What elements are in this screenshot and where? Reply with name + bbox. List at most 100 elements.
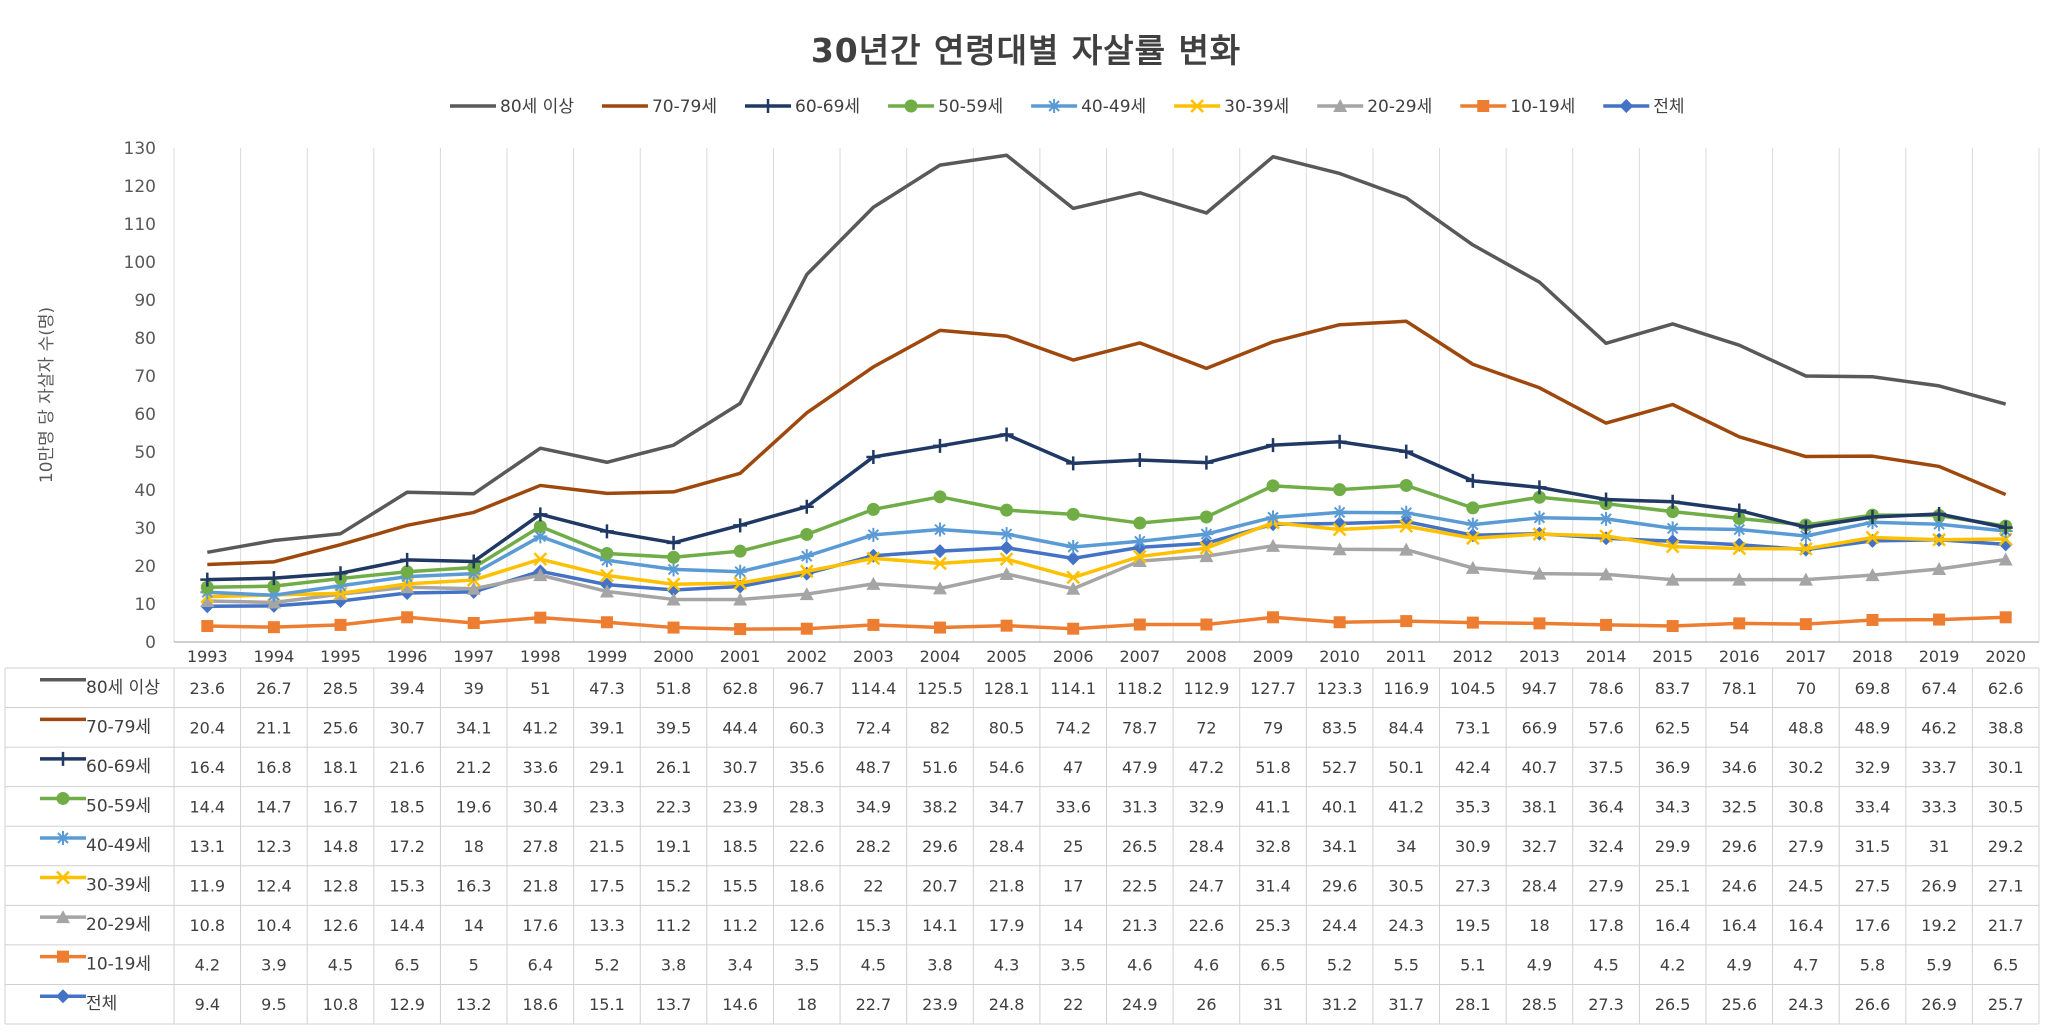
data-point <box>1200 618 1213 631</box>
table-cell: 13.1 <box>189 837 225 856</box>
table-cell: 14.7 <box>256 797 292 816</box>
data-point <box>401 611 414 624</box>
legend-label: 20-29세 <box>1367 97 1432 117</box>
data-point <box>599 584 614 598</box>
table-cell: 10.8 <box>323 995 359 1014</box>
data-point <box>1732 522 1747 537</box>
table-cell: 4.9 <box>1727 956 1752 975</box>
table-cell: 78.6 <box>1588 679 1624 698</box>
data-point <box>533 568 548 582</box>
table-cell: 25.6 <box>323 718 359 737</box>
table-cell: 54 <box>1729 718 1749 737</box>
table-cell: 36.9 <box>1655 758 1691 777</box>
data-point <box>1865 530 1880 545</box>
table-cell: 5.5 <box>1394 956 1419 975</box>
data-point <box>932 522 947 537</box>
x-tick-label: 2013 <box>1519 647 1560 666</box>
table-cell: 54.6 <box>989 758 1025 777</box>
table-cell: 39 <box>464 679 484 698</box>
table-cell: 29.6 <box>922 837 958 856</box>
data-point <box>200 580 214 594</box>
data-point <box>1465 560 1480 574</box>
table-cell: 30.5 <box>1388 877 1424 896</box>
table-cell: 17.6 <box>523 916 559 935</box>
table-cell: 24.4 <box>1322 916 1358 935</box>
table-cell: 12.9 <box>389 995 425 1014</box>
table-cell: 30.1 <box>1988 758 2024 777</box>
table-cell: 47.9 <box>1122 758 1158 777</box>
table-cell: 116.9 <box>1383 679 1429 698</box>
table-cell: 72 <box>1196 718 1216 737</box>
table-cell: 14.4 <box>189 797 225 816</box>
data-point <box>799 499 814 514</box>
table-row-key <box>40 791 86 805</box>
table-cell: 23.3 <box>589 797 625 816</box>
table-cell: 67.4 <box>1921 679 1957 698</box>
x-tick-label: 2007 <box>1119 647 1160 666</box>
data-point <box>800 527 814 541</box>
x-tick-label: 2001 <box>720 647 761 666</box>
table-cell: 29.6 <box>1322 877 1358 896</box>
table-cell: 114.4 <box>850 679 896 698</box>
table-cell: 31 <box>1929 837 1949 856</box>
data-point <box>667 621 680 634</box>
x-tick-label: 2004 <box>920 647 961 666</box>
y-tick-label: 10 <box>134 595 156 615</box>
key-marker <box>56 870 70 885</box>
x-tick-label: 2014 <box>1586 647 1627 666</box>
legend-label: 40-49세 <box>1081 97 1146 117</box>
table-cell: 112.9 <box>1184 679 1230 698</box>
table-cell: 29.6 <box>1721 837 1757 856</box>
data-point <box>1266 438 1281 453</box>
data-point <box>1665 572 1680 586</box>
x-tick-label: 1997 <box>453 647 494 666</box>
data-point <box>1932 562 1947 576</box>
data-point <box>932 544 947 559</box>
table-cell: 16.4 <box>1655 916 1691 935</box>
series-line <box>207 615 2006 631</box>
data-point <box>1932 532 1946 547</box>
table-cell: 30.4 <box>523 797 559 816</box>
table-cell: 34 <box>1396 837 1416 856</box>
table-row-label: 30-39세 <box>86 876 151 896</box>
table-cell: 27.9 <box>1788 837 1824 856</box>
table-cell: 57.6 <box>1588 718 1624 737</box>
y-tick-label: 60 <box>134 405 156 425</box>
legend-marker <box>1047 99 1062 113</box>
data-point <box>1399 542 1414 556</box>
table-cell: 29.9 <box>1655 837 1691 856</box>
table-cell: 4.6 <box>1127 956 1152 975</box>
table-cell: 47 <box>1063 758 1083 777</box>
legend-marker <box>1619 99 1634 113</box>
key-marker <box>56 910 70 924</box>
data-point <box>1132 534 1147 549</box>
table-cell: 62.6 <box>1988 679 2024 698</box>
table-row-key <box>40 989 86 1004</box>
table-cell: 5.8 <box>1860 956 1885 975</box>
table-cell: 11.9 <box>189 877 225 896</box>
data-point <box>1332 522 1347 537</box>
table-cell: 69.8 <box>1855 679 1891 698</box>
table-cell: 30.8 <box>1788 797 1824 816</box>
data-point <box>201 620 214 633</box>
table-cell: 51.6 <box>922 758 958 777</box>
x-tick-label: 2016 <box>1719 647 1760 666</box>
table-cell: 17 <box>1063 877 1083 896</box>
data-point <box>1266 538 1281 552</box>
x-tick-label: 2012 <box>1452 647 1493 666</box>
data-point <box>999 540 1014 555</box>
table-cell: 40.1 <box>1322 797 1358 816</box>
series-line <box>207 510 2006 598</box>
table-cell: 62.8 <box>722 679 758 698</box>
data-point <box>867 618 880 631</box>
table-cell: 41.2 <box>523 718 559 737</box>
series-2 <box>200 427 2013 587</box>
table-cell: 9.4 <box>195 995 220 1014</box>
data-point <box>932 581 947 595</box>
data-point <box>1865 509 1880 524</box>
table-cell: 3.8 <box>661 956 686 975</box>
table-cell: 21.2 <box>456 758 492 777</box>
data-point <box>400 552 415 567</box>
data-point <box>534 611 547 624</box>
table-cell: 73.1 <box>1455 718 1491 737</box>
